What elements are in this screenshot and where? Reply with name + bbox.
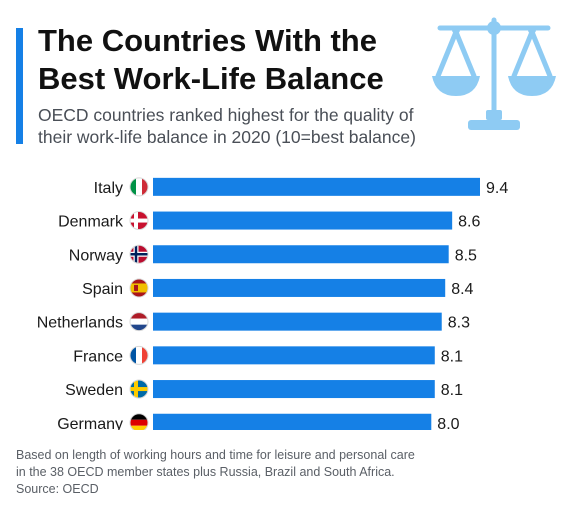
bar bbox=[153, 312, 442, 331]
value-label: 8.1 bbox=[441, 382, 463, 399]
bar-row-france: France 8.1 bbox=[73, 345, 463, 365]
bar bbox=[153, 346, 435, 365]
italy-flag-icon bbox=[129, 177, 149, 197]
category-label: Netherlands bbox=[37, 315, 123, 332]
title-line-1: The Countries With the bbox=[38, 23, 377, 58]
bar-chart: Italy 9.4 Denmark 8.6 Norway 8.5 Spain 8.4 Nethe… bbox=[37, 177, 508, 430]
subtitle-line-2: their work-life balance in 2020 (10=best… bbox=[38, 127, 416, 147]
chart-title: The Countries With the Best Work-Life Ba… bbox=[38, 22, 438, 98]
chart-subtitle: OECD countries ranked highest for the qu… bbox=[38, 104, 468, 148]
category-label: Spain bbox=[82, 281, 123, 298]
title-line-2: Best Work-Life Balance bbox=[38, 61, 384, 96]
bar bbox=[153, 211, 453, 230]
value-label: 8.0 bbox=[437, 416, 459, 430]
bar-row-denmark: Denmark 8.6 bbox=[58, 211, 481, 231]
footer-note-line-1: Based on length of working hours and tim… bbox=[16, 448, 415, 462]
value-label: 8.1 bbox=[441, 348, 463, 365]
bar-row-netherlands: Netherlands 8.3 bbox=[37, 312, 470, 332]
value-label: 8.5 bbox=[455, 247, 477, 264]
norway-flag-icon bbox=[129, 244, 149, 264]
bar bbox=[153, 245, 449, 264]
balance-scale-icon bbox=[432, 17, 556, 130]
footer-note-line-2: in the 38 OECD member states plus Russia… bbox=[16, 465, 395, 479]
denmark-flag-icon bbox=[129, 211, 149, 231]
bar-row-germany: Germany 8.0 bbox=[57, 413, 460, 430]
france-flag-icon bbox=[129, 345, 149, 365]
value-label: 8.3 bbox=[448, 315, 470, 332]
bar bbox=[153, 177, 480, 196]
value-label: 8.4 bbox=[451, 281, 473, 298]
value-label: 8.6 bbox=[458, 214, 480, 231]
germany-flag-icon bbox=[129, 413, 149, 430]
category-label: Germany bbox=[57, 416, 123, 430]
sweden-flag-icon bbox=[129, 379, 149, 399]
spain-flag-icon bbox=[129, 278, 149, 298]
bar bbox=[153, 413, 432, 430]
accent-bar bbox=[16, 28, 23, 144]
category-label: Sweden bbox=[65, 382, 123, 399]
footer-source: Source: OECD bbox=[16, 482, 99, 496]
category-label: Italy bbox=[94, 180, 123, 197]
bar-row-italy: Italy 9.4 bbox=[94, 177, 508, 197]
category-label: France bbox=[73, 348, 123, 365]
bar-row-spain: Spain 8.4 bbox=[82, 278, 474, 298]
category-label: Norway bbox=[69, 247, 123, 264]
value-label: 9.4 bbox=[486, 180, 508, 197]
category-label: Denmark bbox=[58, 214, 124, 231]
bar bbox=[153, 278, 446, 297]
bar-row-sweden: Sweden 8.1 bbox=[65, 379, 463, 399]
subtitle-line-1: OECD countries ranked highest for the qu… bbox=[38, 105, 414, 125]
bar-row-norway: Norway 8.5 bbox=[69, 244, 477, 264]
chart-footer: Based on length of working hours and tim… bbox=[16, 447, 556, 498]
netherlands-flag-icon bbox=[129, 312, 149, 332]
bar bbox=[153, 380, 435, 399]
